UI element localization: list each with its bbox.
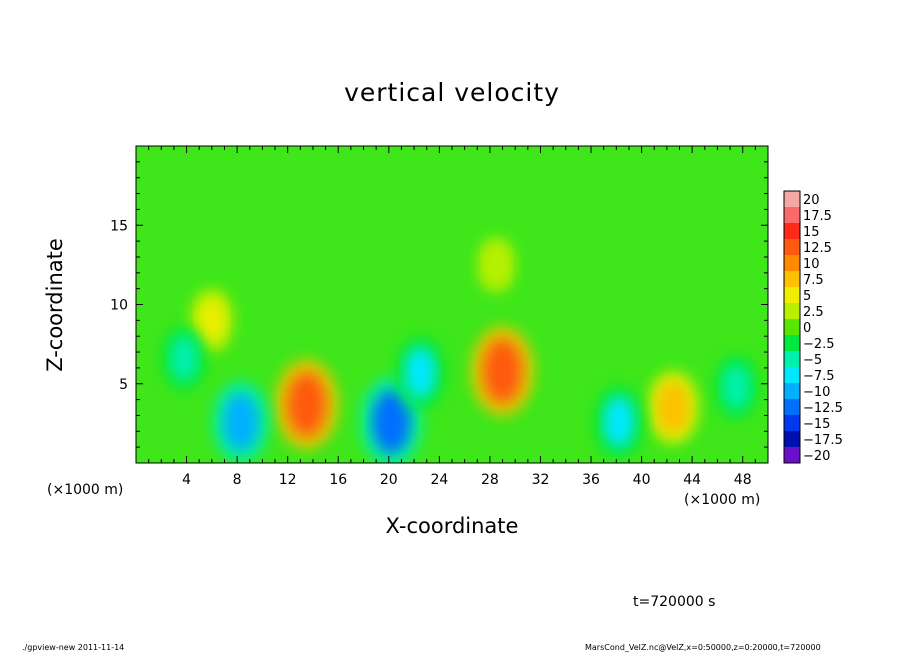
x-tick-label: 24 [430,472,448,488]
velocity-feature-core [372,390,411,454]
velocity-feature-core [223,393,259,451]
x-tick-label: 8 [233,472,242,488]
colorbar-swatch [784,207,800,223]
colorbar-label: −2.5 [803,337,835,352]
colorbar-label: 0 [803,321,811,336]
colorbar-label: −5 [803,353,822,368]
velocity-feature-core [657,381,689,434]
velocity-feature-core [722,364,751,410]
colorbar-label: 7.5 [803,273,824,288]
colorbar-label: −10 [803,385,830,400]
colorbar-label: −20 [803,449,830,464]
colorbar-swatch [784,239,800,255]
x-axis-label: X-coordinate [385,514,519,538]
velocity-feature-core [404,347,436,399]
footer-data-source: MarsCond_VelZ.nc@VelZ,x=0:50000,z=0:2000… [585,643,821,652]
colorbar-swatch [784,191,800,207]
colorbar-swatch [784,319,800,335]
velocity-feature-core [198,297,226,343]
x-tick-label: 48 [734,472,752,488]
velocity-feature-core [287,372,326,436]
colorbar-swatch [784,367,800,383]
velocity-feature-core [484,245,509,285]
colorbar-label: −15 [803,417,830,432]
colorbar-label: 10 [803,257,820,272]
colorbar-label: 20 [803,193,820,208]
x-tick-label: 20 [380,472,398,488]
x-tick-label: 28 [481,472,499,488]
x-tick-label: 4 [182,472,191,488]
velocity-feature-core [170,335,198,382]
x-unit-label-right: (×1000 m) [684,492,761,508]
colorbar-swatch [784,271,800,287]
colorbar-label: −7.5 [803,369,835,384]
colorbar-swatch [784,415,800,431]
colorbar-label: 17.5 [803,209,832,224]
colorbar: 2017.51512.5107.552.50−2.5−5−7.5−10−12.5… [783,190,843,464]
colorbar-swatch [784,351,800,367]
colorbar-swatch [784,287,800,303]
x-tick-label: 36 [582,472,600,488]
colorbar-swatch [784,383,800,399]
colorbar-label: 12.5 [803,241,832,256]
y-axis: 5 10 15 [110,161,768,448]
x-axis: 4 8 12 16 20 24 28 32 36 40 44 48 [148,146,756,488]
velocity-feature-core [603,396,635,448]
x-tick-label: 16 [329,472,347,488]
colorbar-label: −12.5 [803,401,843,416]
colorbar-swatch [784,335,800,351]
y-tick-label: 15 [110,218,128,234]
x-tick-label: 32 [532,472,550,488]
colorbar-swatch [784,399,800,415]
x-tick-label: 12 [279,472,297,488]
x-unit-label-left: (×1000 m) [47,482,124,498]
velocity-feature-core [483,339,522,403]
colorbar-label: 2.5 [803,305,824,320]
colorbar-frame [783,190,801,464]
x-tick-label: 40 [633,472,651,488]
colorbar-swatch [784,447,800,463]
colorbar-swatch [784,303,800,319]
colorbar-swatch [784,431,800,447]
colorbar-label: 5 [803,289,811,304]
colorbar-swatch [784,223,800,239]
chart-title: vertical velocity [344,78,560,107]
velocity-field [161,236,760,463]
x-tick-label: 44 [683,472,701,488]
time-annotation: t=720000 s [633,594,716,610]
colorbar-label: 15 [803,225,820,240]
footer-program-date: ./gpview-new 2011-11-14 [22,643,125,652]
y-tick-label: 10 [110,298,128,314]
y-tick-label: 5 [119,377,128,393]
colorbar-label: −17.5 [803,433,843,448]
colorbar-swatch [784,255,800,271]
